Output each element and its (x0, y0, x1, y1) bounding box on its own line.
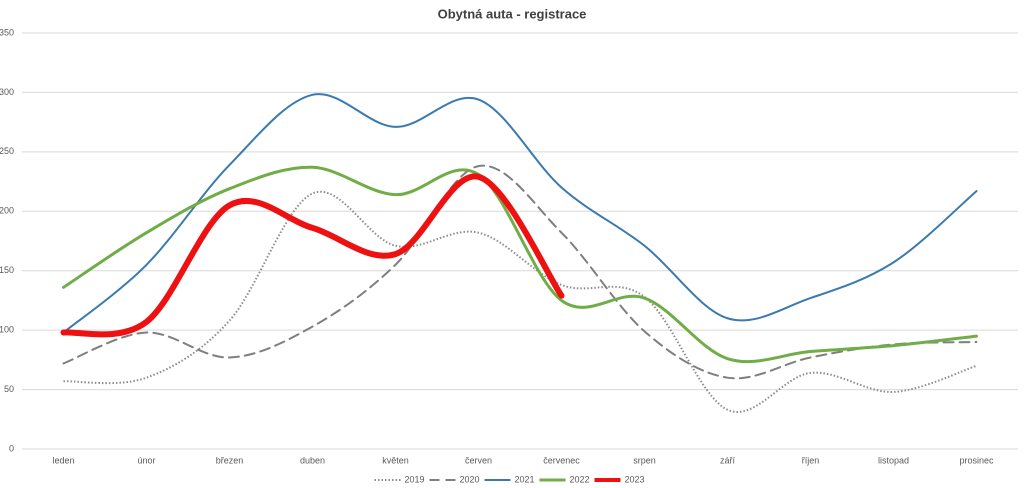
x-tick-label: květen (382, 455, 409, 465)
y-tick-label: 300 (0, 87, 14, 97)
x-tick-label: únor (137, 455, 155, 465)
x-tick-label: říjen (802, 455, 820, 465)
x-tick-label: září (720, 455, 736, 465)
x-tick-label: červenec (543, 455, 580, 465)
x-tick-label: červen (465, 455, 492, 465)
line (62, 164, 978, 380)
legend-label: 2019 (405, 474, 425, 484)
x-tick-label: březen (216, 455, 244, 465)
y-tick-label: 150 (0, 265, 14, 275)
legend-label: 2020 (460, 474, 480, 484)
y-tick-label: 50 (4, 384, 14, 394)
line (62, 93, 978, 334)
legend-label: 2021 (515, 474, 535, 484)
line (62, 165, 978, 364)
y-tick-label: 350 (0, 27, 14, 37)
legend-label: 2023 (625, 474, 645, 484)
legend-label: 2022 (570, 474, 590, 484)
chart-title: Obytná auta - registrace (438, 6, 587, 21)
x-tick-label: leden (52, 455, 74, 465)
y-tick-label: 200 (0, 206, 14, 216)
line (63, 190, 977, 413)
y-tick-label: 250 (0, 146, 14, 156)
x-tick-label: listopad (878, 455, 909, 465)
y-tick-label: 100 (0, 325, 14, 335)
line (60, 173, 565, 338)
y-tick-label: 0 (9, 443, 14, 453)
x-tick-label: srpen (633, 455, 656, 465)
x-tick-label: duben (300, 455, 325, 465)
x-tick-label: prosinec (959, 455, 994, 465)
